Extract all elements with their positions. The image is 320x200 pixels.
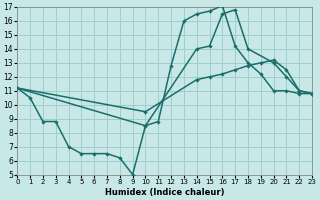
X-axis label: Humidex (Indice chaleur): Humidex (Indice chaleur) [105, 188, 224, 197]
